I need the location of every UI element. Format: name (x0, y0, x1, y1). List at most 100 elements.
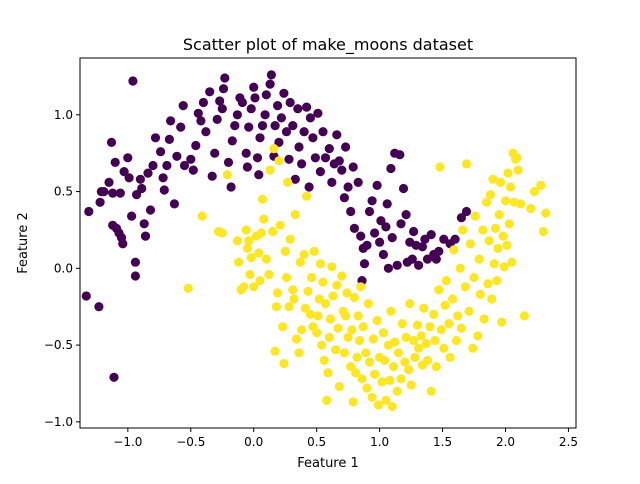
scatter-point (123, 153, 133, 163)
scatter-point (95, 197, 105, 207)
scatter-point (460, 282, 470, 292)
scatter-point (493, 243, 503, 253)
scatter-point (288, 285, 298, 295)
scatter-point (364, 357, 375, 367)
scatter-point (269, 144, 279, 154)
scatter-point (354, 335, 365, 346)
scatter-point (271, 302, 281, 312)
scatter-point (420, 234, 430, 244)
scatter-point (239, 282, 249, 292)
scatter-point (256, 228, 266, 238)
scatter-point (285, 234, 295, 244)
scatter-point (434, 285, 444, 295)
scatter-point (368, 334, 378, 344)
scatter-point (327, 177, 337, 187)
scatter-point (237, 97, 247, 108)
scatter-point (363, 299, 373, 309)
scatter-point (332, 130, 342, 140)
x-tick-label: 2.0 (496, 435, 515, 449)
scatter-point (246, 104, 256, 114)
scatter-point (118, 239, 128, 249)
scatter-point (448, 294, 458, 304)
scatter-point (456, 213, 466, 223)
scatter-point (130, 257, 140, 267)
scatter-point (516, 199, 526, 209)
scatter-point (441, 276, 451, 286)
scatter-point (426, 386, 436, 396)
scatter-point (503, 168, 513, 178)
scatter-point (504, 219, 514, 229)
scatter-point (259, 214, 269, 224)
scatter-point (409, 226, 419, 237)
scatter-point (536, 180, 546, 190)
scatter-point (207, 171, 217, 181)
scatter-point (162, 160, 172, 171)
scatter-point (346, 206, 356, 217)
scatter-point (451, 335, 461, 346)
scatter-point (397, 319, 407, 329)
scatter-point (436, 325, 446, 335)
scatter-point (439, 343, 449, 353)
scatter-point (310, 153, 320, 163)
scatter-point (242, 162, 252, 172)
scatter-point (339, 348, 349, 358)
scatter-point (307, 272, 317, 283)
scatter-point (334, 156, 344, 166)
scatter-point (325, 314, 336, 324)
scatter-point (197, 211, 207, 221)
scatter-point (439, 234, 449, 244)
scatter-point (295, 257, 305, 267)
scatter-point (223, 157, 234, 167)
scatter-point (250, 93, 260, 103)
scatter-point (473, 331, 483, 341)
scatter-point (257, 194, 268, 204)
scatter-point (405, 299, 415, 309)
scatter-point (367, 196, 377, 206)
scatter-point (367, 392, 377, 402)
scatter-point (302, 191, 312, 201)
scatter-point (140, 231, 151, 241)
scatter-point (362, 383, 372, 393)
scatter-point (385, 375, 395, 385)
scatter-point (434, 246, 444, 256)
scatter-point (372, 180, 382, 190)
scatter-point (115, 188, 125, 198)
points-layer (81, 70, 551, 412)
scatter-point (387, 401, 397, 412)
x-tick-label: −0.5 (176, 435, 205, 449)
scatter-point (400, 357, 410, 367)
scatter-point (351, 368, 361, 378)
scatter-point (191, 140, 201, 151)
scatter-point (137, 183, 147, 194)
scatter-point (465, 239, 475, 249)
scatter-point (268, 226, 278, 237)
scatter-point (381, 222, 391, 232)
scatter-point (227, 136, 237, 146)
scatter-point (273, 288, 283, 298)
scatter-point (218, 84, 229, 94)
scatter-point (464, 306, 474, 316)
scatter-point (342, 288, 352, 298)
scatter-point (275, 220, 285, 230)
scatter-point (215, 96, 225, 106)
scatter-point (297, 159, 307, 169)
scatter-point (304, 182, 314, 192)
scatter-point (362, 240, 372, 250)
scatter-point (293, 104, 303, 114)
scatter-point (110, 157, 120, 167)
scatter-point (108, 188, 118, 198)
scatter-point (419, 303, 429, 313)
scatter-point (291, 334, 302, 344)
scatter-point (188, 165, 198, 175)
scatter-point (356, 282, 366, 292)
scatter-point (416, 331, 426, 341)
scatter-point (456, 323, 466, 333)
scatter-point (145, 205, 156, 215)
scatter-point (337, 271, 347, 281)
scatter-point (333, 323, 343, 333)
scatter-point (380, 355, 390, 365)
scatter-point (395, 150, 405, 160)
scatter-point (220, 73, 230, 83)
scatter-point (210, 148, 220, 158)
